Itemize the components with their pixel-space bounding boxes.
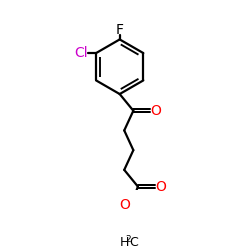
Text: O: O [151, 104, 162, 118]
Text: F: F [116, 22, 124, 36]
Text: O: O [155, 180, 166, 194]
Text: Cl: Cl [74, 46, 88, 60]
Text: H: H [120, 236, 129, 249]
Text: 2: 2 [125, 235, 131, 244]
Text: O: O [120, 198, 130, 212]
Text: C: C [129, 236, 138, 249]
